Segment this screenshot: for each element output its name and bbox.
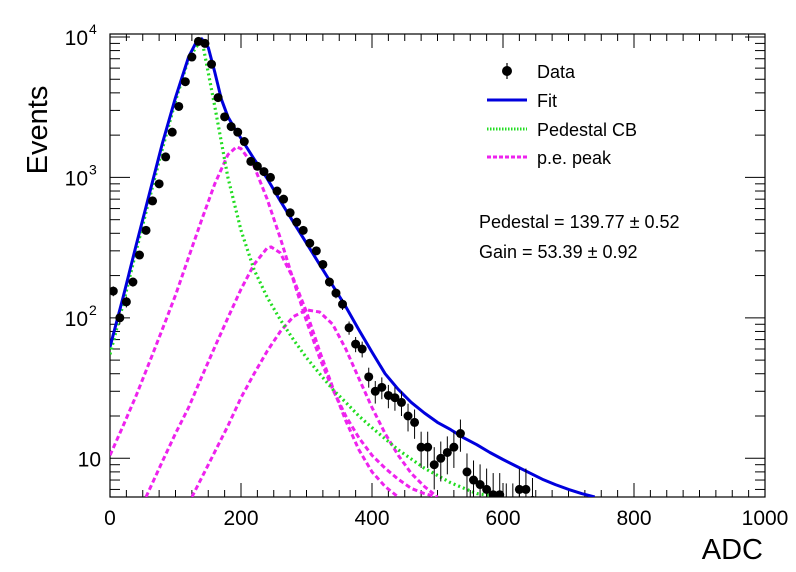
axis-ticks (109, 34, 766, 497)
data-point (305, 238, 315, 248)
data-point (521, 484, 531, 494)
data-point (357, 344, 367, 354)
x-tick-label: 1000 (742, 507, 789, 530)
fit-curve (110, 37, 596, 497)
data-point (429, 460, 439, 470)
data-point (279, 194, 289, 204)
data-point (292, 217, 302, 227)
data-point (449, 442, 459, 452)
data-point (390, 393, 400, 403)
y-axis-title: Events (22, 86, 54, 175)
data-point (318, 259, 328, 269)
x-tick-label: 400 (354, 507, 389, 530)
data-point (514, 484, 524, 494)
data-point (331, 288, 341, 298)
data-point (213, 93, 223, 103)
data-point (469, 475, 479, 485)
data-point (416, 442, 426, 452)
data-point (233, 127, 243, 137)
data-point (396, 397, 406, 407)
data-point (482, 484, 492, 494)
x-tick-label: 800 (616, 507, 651, 530)
data-point (239, 137, 249, 147)
data-point (344, 323, 354, 333)
data-point (423, 442, 433, 452)
data-point (148, 196, 158, 206)
p-e-peak-1-curve (110, 145, 438, 497)
data-point (226, 122, 236, 132)
data-point (410, 417, 420, 427)
data-point (370, 386, 380, 396)
y-tick-label: 10 (65, 27, 88, 50)
legend-label-fit: Fit (537, 91, 557, 111)
legend-label-data: Data (537, 62, 576, 82)
data-point (265, 172, 275, 182)
legend-label-pe: p.e. peak (537, 148, 612, 168)
data-point (298, 225, 308, 235)
x-tick-label: 0 (104, 507, 116, 530)
data-point (455, 429, 465, 439)
data-point (246, 156, 256, 166)
data-point (110, 286, 118, 296)
data-point (200, 38, 210, 48)
x-tick-labels: 0 200 400 600 800 1000 (104, 507, 788, 530)
data-point (529, 496, 536, 497)
data-point (436, 453, 446, 463)
y-tick-exponent: 3 (89, 161, 97, 177)
data-point (442, 447, 452, 457)
data-point (272, 186, 282, 196)
p-e-peak-2-curve (144, 245, 400, 497)
data-point (128, 277, 138, 287)
data-point (285, 208, 295, 218)
data-point (174, 101, 184, 111)
data-point (475, 480, 485, 490)
data-point (121, 297, 131, 307)
data-point (324, 277, 334, 287)
y-tick-exponent: 4 (89, 21, 97, 37)
data-point (134, 250, 144, 260)
data-point (377, 382, 387, 392)
x-tick-label: 200 (223, 507, 258, 530)
data-point (141, 225, 151, 235)
data-points (110, 36, 536, 497)
data-point (220, 112, 230, 122)
legend-data-marker (502, 63, 512, 79)
data-point (252, 161, 262, 171)
x-tick-label: 600 (485, 507, 520, 530)
p-e-peak-3-curve (190, 308, 439, 497)
data-point (259, 167, 269, 177)
data-point (180, 77, 190, 87)
legend: Data Fit Pedestal CB p.e. peak (487, 62, 637, 168)
data-point (167, 127, 177, 137)
data-point (364, 372, 374, 382)
y-tick-label: 10 (65, 167, 88, 190)
data-point (161, 152, 171, 162)
x-axis-title: ADC (702, 534, 763, 566)
data-point (338, 299, 348, 309)
y-tick-exponent: 2 (89, 302, 97, 318)
data-point (311, 246, 321, 256)
y-tick-label: 10 (65, 308, 88, 331)
data-point (403, 411, 413, 421)
data-point (154, 179, 164, 189)
data-point (462, 467, 472, 477)
gain-annotation: Gain = 53.39 ± 0.92 (479, 242, 638, 262)
fit-curves (110, 37, 596, 497)
pedestal-annotation: Pedestal = 139.77 ± 0.52 (479, 212, 680, 232)
plot-frame (109, 33, 766, 498)
data-point (115, 313, 125, 323)
pedestal-cb-curve (110, 37, 504, 497)
data-point (495, 490, 505, 497)
legend-label-pedestal: Pedestal CB (537, 120, 637, 140)
data-point (207, 59, 217, 69)
data-point (187, 52, 197, 62)
data-point (351, 339, 361, 349)
y-tick-label: 10 (78, 448, 101, 471)
